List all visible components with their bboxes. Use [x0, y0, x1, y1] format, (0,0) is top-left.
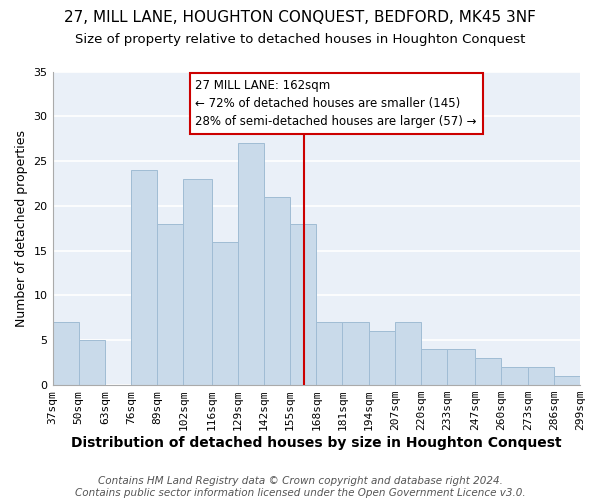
Bar: [79, 340, 105, 385]
Bar: [447, 349, 475, 385]
Y-axis label: Number of detached properties: Number of detached properties: [15, 130, 28, 327]
Bar: [475, 358, 502, 385]
Bar: [131, 170, 157, 385]
Bar: [212, 242, 238, 385]
Bar: [316, 322, 343, 385]
Bar: [343, 322, 368, 385]
Bar: [368, 332, 395, 385]
Bar: [502, 367, 527, 385]
Text: Size of property relative to detached houses in Houghton Conquest: Size of property relative to detached ho…: [75, 32, 525, 46]
Text: 27, MILL LANE, HOUGHTON CONQUEST, BEDFORD, MK45 3NF: 27, MILL LANE, HOUGHTON CONQUEST, BEDFOR…: [64, 10, 536, 25]
Bar: [421, 349, 447, 385]
Bar: [290, 224, 316, 385]
Bar: [53, 322, 79, 385]
Bar: [238, 143, 264, 385]
Bar: [184, 179, 212, 385]
Bar: [157, 224, 184, 385]
Bar: [527, 367, 554, 385]
X-axis label: Distribution of detached houses by size in Houghton Conquest: Distribution of detached houses by size …: [71, 436, 562, 450]
Bar: [554, 376, 580, 385]
Bar: [395, 322, 421, 385]
Text: Contains HM Land Registry data © Crown copyright and database right 2024.
Contai: Contains HM Land Registry data © Crown c…: [74, 476, 526, 498]
Bar: [264, 197, 290, 385]
Text: 27 MILL LANE: 162sqm
← 72% of detached houses are smaller (145)
28% of semi-deta: 27 MILL LANE: 162sqm ← 72% of detached h…: [196, 78, 477, 128]
